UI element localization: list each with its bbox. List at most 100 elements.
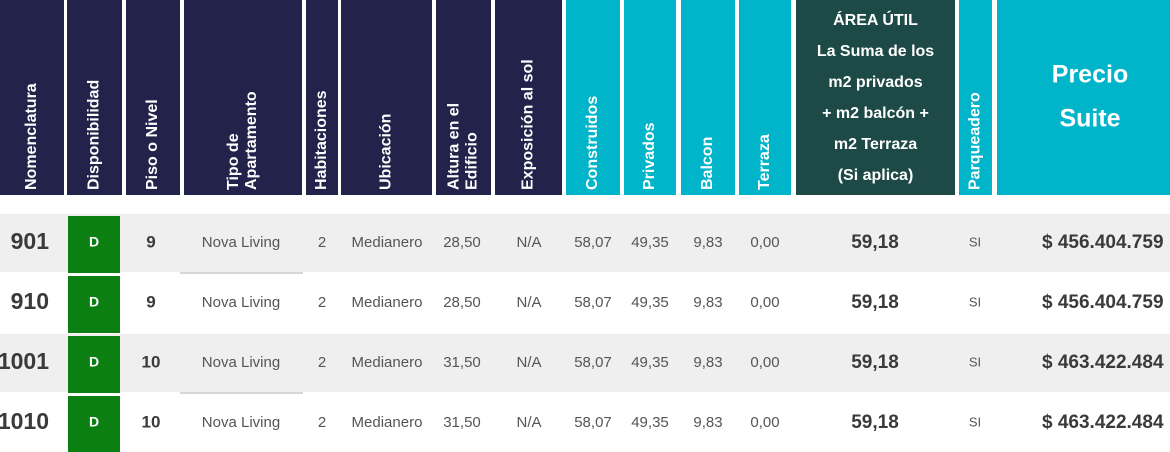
- cell-text: 59,18: [851, 232, 899, 253]
- cell-text: 9: [146, 232, 155, 251]
- cell-text: N/A: [516, 414, 541, 431]
- cell-text: 49,35: [631, 414, 669, 431]
- header-cell: [126, 0, 180, 195]
- cell-text: Nova Living: [202, 234, 280, 251]
- cell-text: SI: [969, 354, 981, 369]
- cell-text: 1010: [0, 408, 49, 434]
- header-cell: [67, 0, 122, 195]
- cell-text: $ 456.404.759: [1042, 292, 1164, 313]
- header-label: Piso o Nivel: [144, 99, 161, 190]
- cell-text: 0,00: [750, 294, 779, 311]
- header-cell: [566, 0, 620, 195]
- cell-text: 10: [142, 412, 161, 431]
- cell-text: $ 456.404.759: [1042, 232, 1164, 253]
- header-cell: [681, 0, 735, 195]
- cell-text: SI: [969, 414, 981, 429]
- cell-text: Nova Living: [202, 294, 280, 311]
- cell-text: Nova Living: [202, 354, 280, 371]
- cell-text: Medianero: [352, 234, 423, 251]
- header-label: Terraza: [756, 134, 773, 190]
- cell-text: $ 463.422.484: [1042, 412, 1164, 433]
- cell-text: 9,83: [693, 294, 722, 311]
- cell-text: 10: [142, 352, 161, 371]
- cell-text: SI: [969, 234, 981, 249]
- cell-text: 9,83: [693, 354, 722, 371]
- cell-text: 59,18: [851, 352, 899, 373]
- cell-text: 31,50: [443, 414, 481, 431]
- cell-text: 9: [146, 292, 155, 311]
- header-label: Apartamento: [243, 91, 260, 190]
- header-cell: [306, 0, 338, 195]
- cell-text: N/A: [516, 234, 541, 251]
- header-cell: [997, 0, 1170, 195]
- header-cell: [739, 0, 791, 195]
- header-label: ÁREA ÚTIL: [833, 10, 918, 29]
- header-label: Ubicación: [378, 114, 395, 190]
- cell-text: 49,35: [631, 354, 669, 371]
- cell-text: Nova Living: [202, 414, 280, 431]
- cell-text: 2: [318, 414, 326, 431]
- header-label: La Suma de los: [817, 43, 934, 60]
- cell-text: Medianero: [352, 354, 423, 371]
- cell-text: 58,07: [574, 294, 612, 311]
- header-label: (Si aplica): [838, 167, 914, 184]
- header-cell: [959, 0, 992, 195]
- cell-text: Medianero: [352, 414, 423, 431]
- cell-text: 2: [318, 294, 326, 311]
- header-label: + m2 balcón +: [822, 105, 929, 122]
- cell-text: 1001: [0, 348, 49, 374]
- header-label: Parqueadero: [967, 92, 984, 190]
- cell-text: 9,83: [693, 234, 722, 251]
- cell-text: D: [89, 234, 99, 250]
- cell-text: 0,00: [750, 234, 779, 251]
- header-cell: [796, 0, 955, 195]
- cell-text: 910: [11, 288, 49, 314]
- header-cell: [0, 0, 64, 195]
- header-cell: [341, 0, 432, 195]
- header-label: Edificio: [464, 132, 481, 190]
- availability-badge: [68, 276, 120, 333]
- cell-text: N/A: [516, 354, 541, 371]
- header-label: Habitaciones: [313, 90, 330, 190]
- header-label: Exposición al sol: [520, 59, 537, 190]
- cell-text: 49,35: [631, 234, 669, 251]
- cell-text: 58,07: [574, 414, 612, 431]
- header-label: m2 privados: [828, 74, 922, 91]
- cell-text: 49,35: [631, 294, 669, 311]
- header-label: m2 Terraza: [834, 136, 917, 153]
- header-label: Nomenclatura: [23, 83, 40, 190]
- cell-text: 28,50: [443, 294, 481, 311]
- availability-badge: [68, 216, 120, 273]
- availability-badge: [68, 396, 120, 452]
- cell-text: 58,07: [574, 234, 612, 251]
- row-background: [0, 334, 1170, 392]
- cell-text: 58,07: [574, 354, 612, 371]
- cell-text: 2: [318, 354, 326, 371]
- header-label: Balcon: [699, 137, 716, 190]
- header-label: Privados: [641, 122, 658, 190]
- cell-text: N/A: [516, 294, 541, 311]
- cell-text: 0,00: [750, 354, 779, 371]
- header-label: Construidos: [584, 96, 601, 190]
- cell-text: 901: [11, 228, 50, 254]
- header-label: Disponibilidad: [86, 80, 103, 190]
- header-cell: [624, 0, 676, 195]
- cell-text: 59,18: [851, 292, 899, 313]
- cell-text: 59,18: [851, 412, 899, 433]
- header-label: Suite: [1059, 105, 1120, 133]
- cell-text: 28,50: [443, 234, 481, 251]
- cell-text: D: [89, 294, 99, 310]
- cell-text: D: [89, 414, 99, 430]
- cell-text: $ 463.422.484: [1042, 352, 1164, 373]
- cell-text: D: [89, 354, 99, 370]
- header-cell: [184, 0, 302, 195]
- row-background: [0, 214, 1170, 272]
- cell-text: 0,00: [750, 414, 779, 431]
- availability-badge: [68, 336, 120, 393]
- header-cell: [495, 0, 562, 195]
- cell-text: Medianero: [352, 294, 423, 311]
- cell-text: 9,83: [693, 414, 722, 431]
- cell-text: 31,50: [443, 354, 481, 371]
- cell-text: 2: [318, 234, 326, 251]
